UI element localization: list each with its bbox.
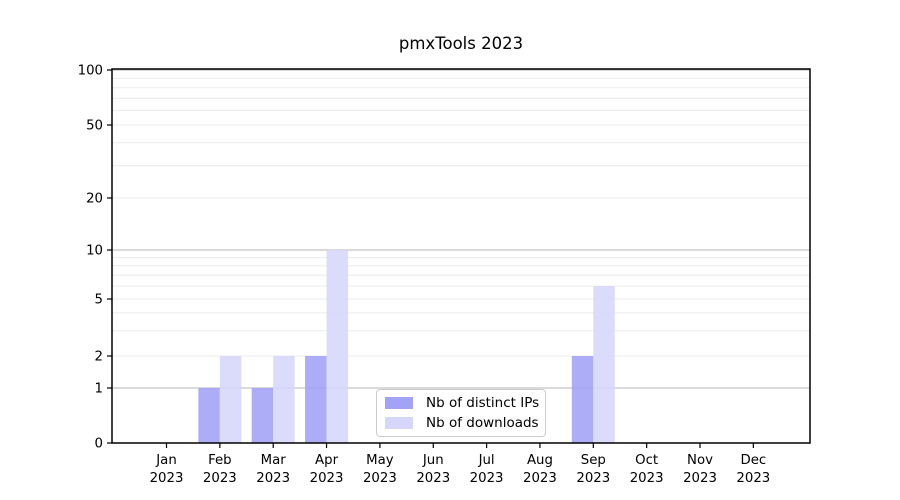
x-tick-label-jun: Jun 2023: [416, 453, 450, 486]
y-tick-label-100: 100: [78, 64, 103, 79]
legend: Nb of distinct IPs Nb of downloads: [376, 389, 546, 437]
y-tick-label-0: 0: [95, 437, 103, 452]
legend-swatch-distinct-ips: [385, 397, 413, 409]
x-tick-label-oct: Oct 2023: [630, 453, 664, 486]
bar-feb-series0: [198, 388, 220, 443]
bar-apr-series0: [305, 356, 327, 443]
gridlines-major: [112, 69, 810, 389]
x-tick-label-mar: Mar 2023: [256, 453, 290, 486]
y-tick-label-5: 5: [95, 293, 103, 308]
y-axis: 0 1 2 5 10 20 50 100: [78, 64, 112, 452]
x-tick-label-apr: Apr 2023: [310, 453, 344, 486]
x-axis: Jan 2023 Feb 2023 Mar 2023 Apr 2023 May 2023 Jun 20…: [150, 443, 770, 486]
x-tick-label-aug: Aug 2023: [523, 453, 557, 486]
bar-sep-series0: [571, 356, 594, 443]
bars: [198, 250, 615, 443]
gridlines-minor: [112, 77, 810, 357]
bar-mar-series0: [251, 388, 274, 443]
y-tick-label-50: 50: [86, 119, 103, 134]
bar-mar-series1: [273, 356, 295, 443]
x-tick-label-sep: Sep 2023: [576, 453, 610, 486]
x-tick-label-feb: Feb 2023: [203, 453, 237, 486]
x-tick-label-jan: Jan 2023: [150, 453, 184, 486]
y-tick-label-10: 10: [86, 244, 103, 259]
legend-item-downloads: Nb of downloads: [385, 415, 539, 432]
plot-spines: [111, 68, 811, 444]
bar-apr-series1: [326, 250, 349, 443]
chart-title: pmxTools 2023: [398, 34, 524, 53]
legend-item-distinct-ips: Nb of distinct IPs: [385, 395, 540, 412]
x-tick-label-jul: Jul 2023: [470, 453, 504, 486]
plot-border: [111, 68, 811, 444]
x-tick-label-nov: Nov 2023: [683, 453, 717, 486]
legend-label-downloads: Nb of downloads: [426, 415, 539, 431]
legend-swatch-downloads: [385, 417, 413, 429]
bar-feb-series1: [219, 356, 242, 443]
legend-label-distinct-ips: Nb of distinct IPs: [426, 395, 540, 411]
y-tick-label-20: 20: [86, 192, 103, 207]
x-tick-label-may: May 2023: [363, 453, 397, 486]
x-tick-label-dec: Dec 2023: [736, 453, 770, 486]
y-tick-label-1: 1: [95, 382, 103, 397]
y-tick-label-2: 2: [95, 350, 103, 365]
bar-sep-series1: [593, 286, 615, 443]
